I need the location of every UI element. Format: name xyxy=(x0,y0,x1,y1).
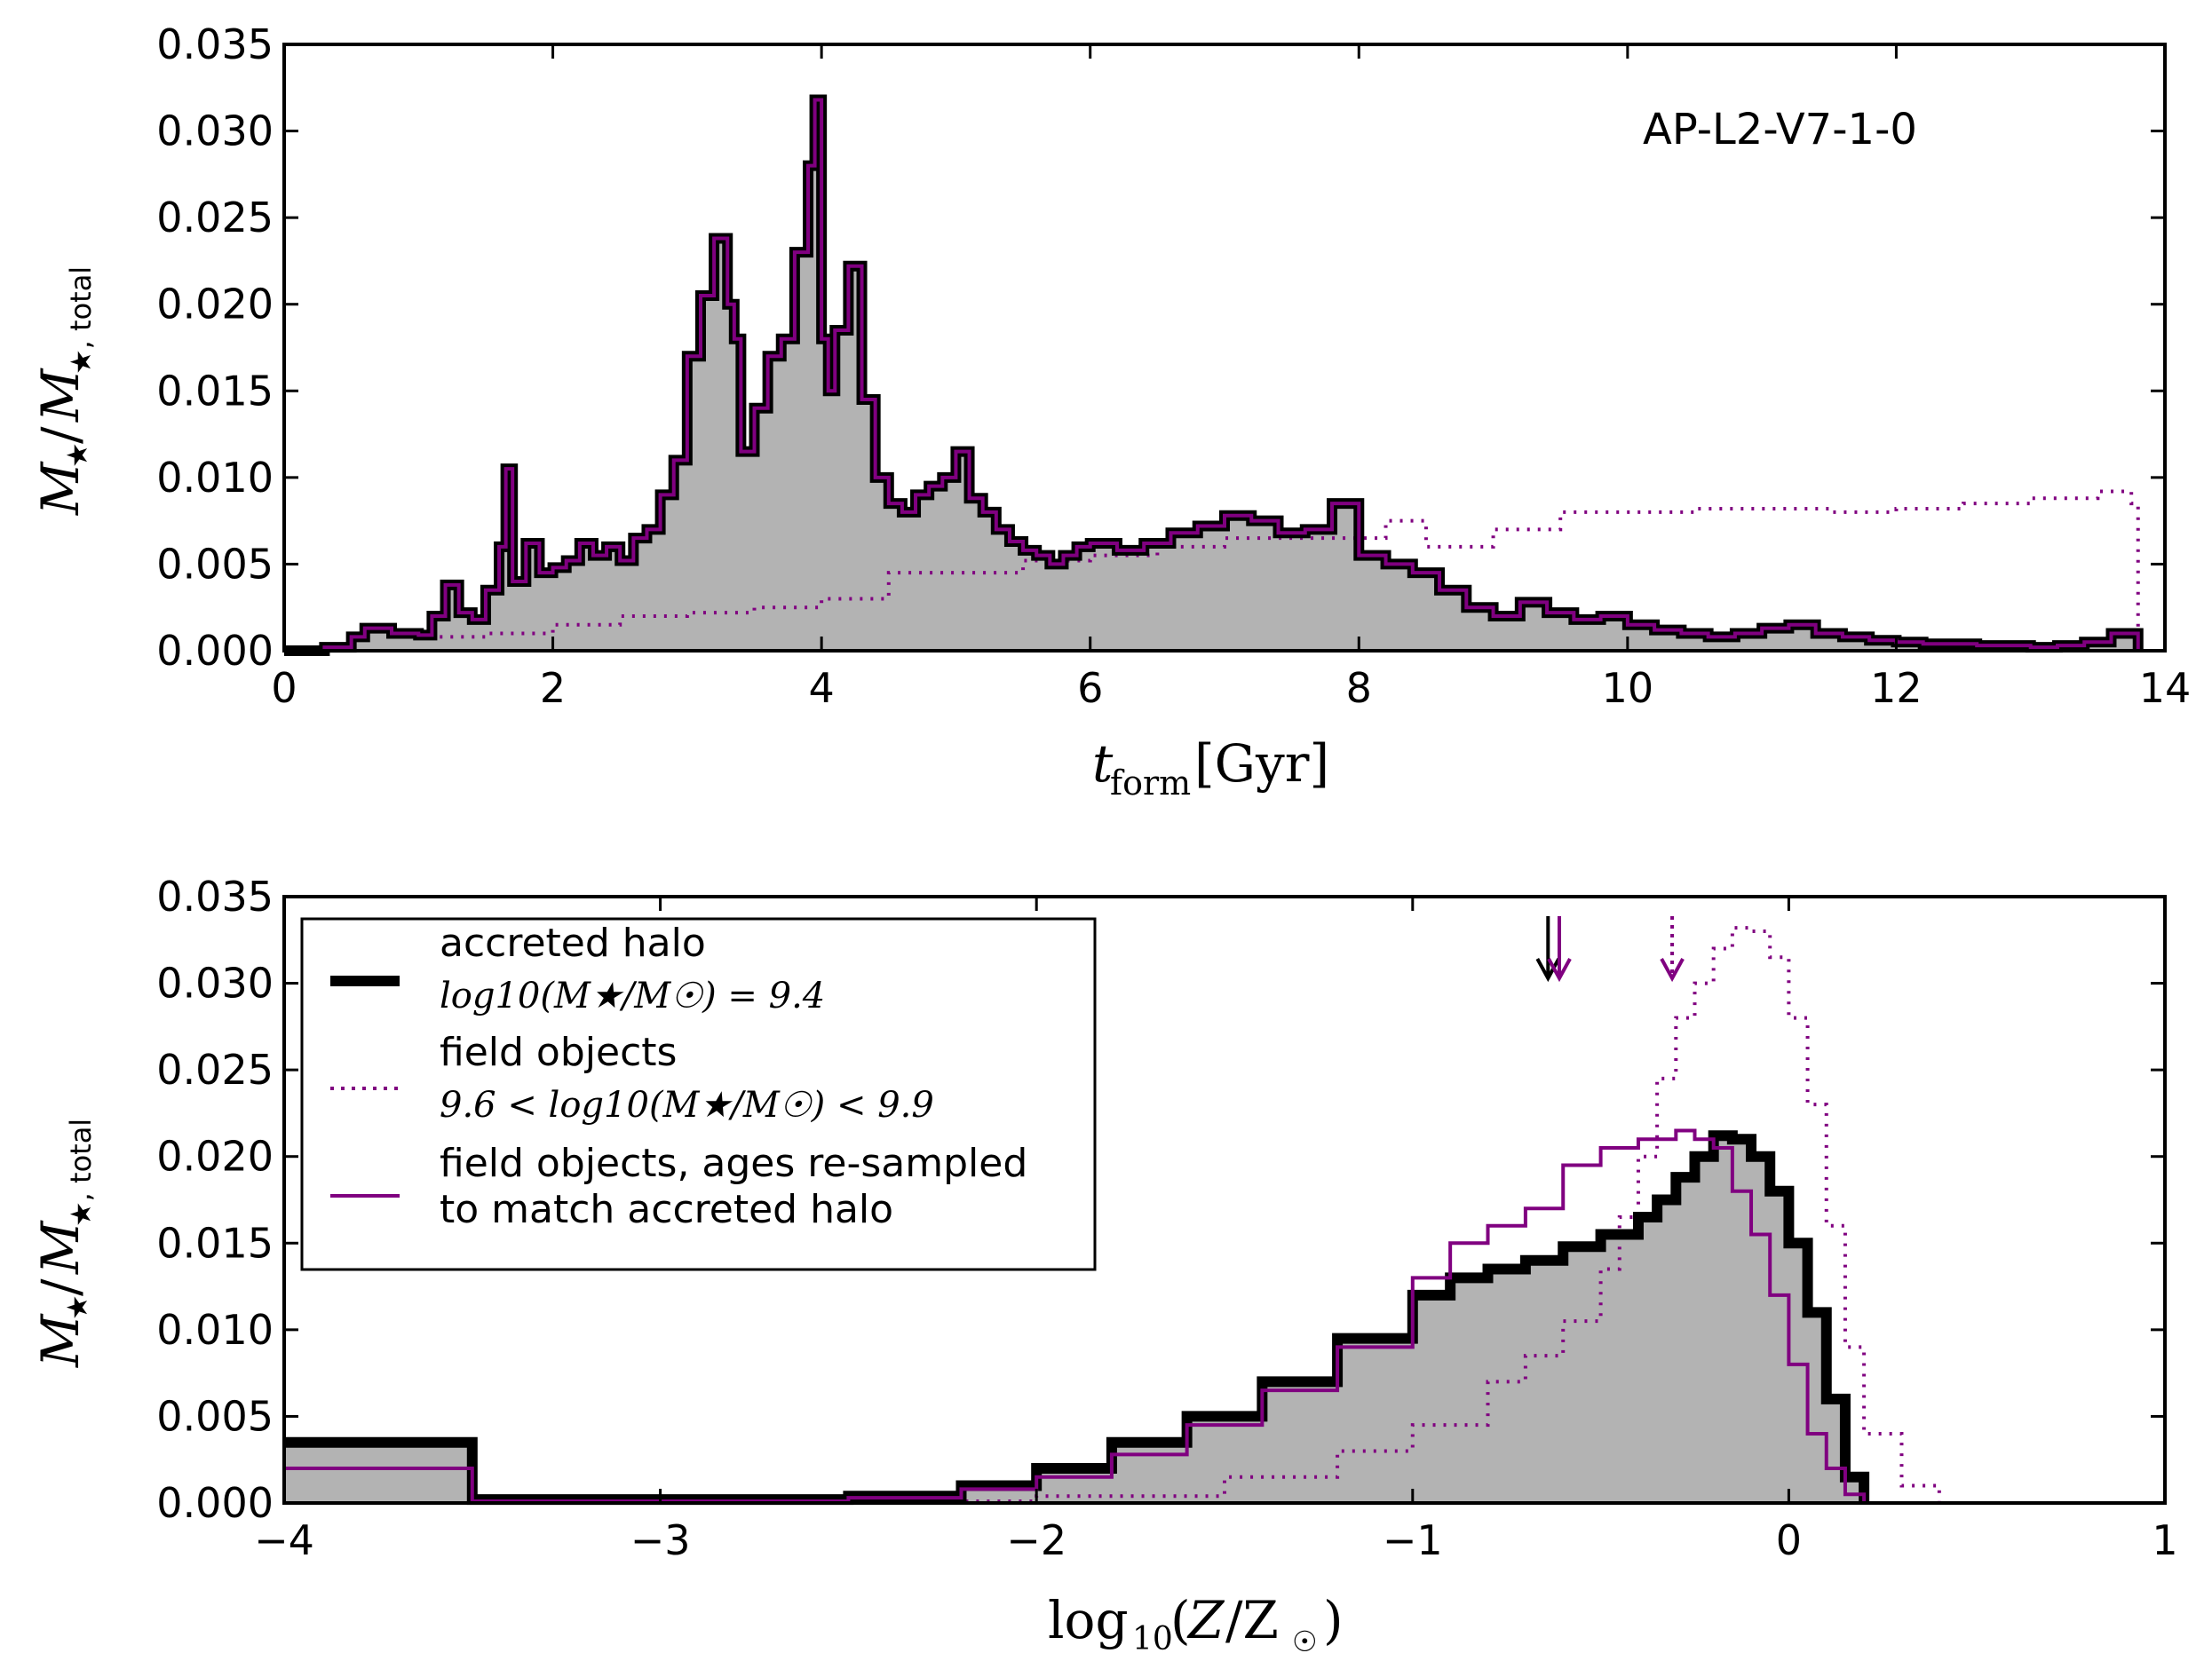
bottom-xtick-label: 0 xyxy=(1776,1516,1802,1564)
top-xtick-label: 2 xyxy=(540,664,566,712)
top-annotation: AP-L2-V7-1-0 xyxy=(1643,105,1917,154)
legend-label-accreted: accreted halo xyxy=(440,921,706,966)
svg-text:10: 10 xyxy=(1132,1621,1173,1657)
bottom-xtick-label: −4 xyxy=(254,1516,314,1564)
top-axes-frame xyxy=(282,43,2167,653)
bottom-ytick-label: 0.035 xyxy=(156,873,274,921)
median-arrowhead-2 xyxy=(1660,958,1685,983)
bottom-xlabel: log 10 ( Z /Z ☉ ) xyxy=(1048,1590,1344,1658)
median-arrowhead-1 xyxy=(1547,958,1572,983)
svg-text:): ) xyxy=(1323,1590,1344,1650)
top-ytick-label: 0.010 xyxy=(156,454,274,502)
legend: accreted halo log10(M★/M☉) = 9.4 field o… xyxy=(300,917,1097,1271)
top-ytick-label: 0.030 xyxy=(156,107,274,155)
bottom-xtick-label: −3 xyxy=(630,1516,691,1564)
panel-bottom-metallicity: −4 −3 −2 −1 0 1 0.000 0.005 0.010 0.015 0.020 0.025… xyxy=(30,873,2178,1658)
svg-text:t: t xyxy=(1092,733,1114,794)
bottom-resampled-line xyxy=(284,1128,1867,1504)
bottom-accreted-fill xyxy=(284,1135,1865,1503)
median-markers xyxy=(1535,916,1685,983)
bottom-ytick-label: 0.020 xyxy=(156,1133,274,1181)
top-ytick-label: 0.015 xyxy=(156,367,274,415)
top-ticks-layer: 0 2 4 6 8 10 12 14 0.000 0.005 0.010 0.015 0.020 0.02… xyxy=(156,20,2191,712)
top-resampled-line xyxy=(284,98,2140,653)
top-series-layer xyxy=(284,94,2144,656)
top-xtick-label: 6 xyxy=(1077,664,1103,712)
bottom-axes-frame xyxy=(282,895,2167,1505)
svg-text:★: ★ xyxy=(60,442,94,468)
top-xtick-label: 12 xyxy=(1870,664,1923,712)
svg-text:★, total: ★, total xyxy=(64,266,98,375)
bottom-ylabel: M ★ / M ★, total xyxy=(30,1119,98,1368)
top-xtick-label: 0 xyxy=(271,664,297,712)
top-ytick-label: 0.005 xyxy=(156,540,274,588)
bottom-ticks-layer: −4 −3 −2 −1 0 1 0.000 0.005 0.010 0.015 0.020 0.025… xyxy=(156,873,2177,1564)
bottom-field-dotted-line xyxy=(848,926,1941,1504)
bottom-ytick-label: 0.005 xyxy=(156,1392,274,1440)
bottom-xtick-label: −1 xyxy=(1383,1516,1443,1564)
bottom-ytick-label: 0.015 xyxy=(156,1219,274,1267)
median-arrowhead-0 xyxy=(1535,958,1561,983)
svg-text:M: M xyxy=(30,1220,91,1275)
legend-label-resampled: field objects, ages re-sampled xyxy=(440,1141,1027,1186)
svg-text:/Z: /Z xyxy=(1225,1590,1279,1650)
svg-text:Z: Z xyxy=(1186,1590,1225,1650)
legend-box xyxy=(300,917,1097,1271)
svg-text:M: M xyxy=(30,1313,91,1368)
svg-text:M: M xyxy=(30,368,91,423)
legend-sublabel-resampled: to match accreted halo xyxy=(440,1187,893,1232)
legend-sublabel-accreted: log10(M★/M☉) = 9.4 xyxy=(440,976,825,1016)
bottom-ytick-label: 0.010 xyxy=(156,1306,274,1354)
top-xtick-label: 10 xyxy=(1602,664,1654,712)
bottom-accreted-line xyxy=(284,1130,1870,1506)
top-ytick-label: 0.025 xyxy=(156,194,274,241)
top-ytick-label: 0.035 xyxy=(156,20,274,68)
panel-top-formation-time: 0 2 4 6 8 10 12 14 0.000 0.005 0.010 0.015 0.020 0.02… xyxy=(30,20,2191,803)
bottom-ytick-label: 0.000 xyxy=(156,1479,274,1527)
svg-text:log: log xyxy=(1048,1590,1129,1650)
top-xtick-label: 8 xyxy=(1346,664,1372,712)
svg-text:[Gyr]: [Gyr] xyxy=(1194,733,1329,794)
top-xtick-label: 14 xyxy=(2139,664,2192,712)
legend-sublabel-field: 9.6 < log10(M★/M☉) < 9.9 xyxy=(440,1085,934,1126)
top-xtick-label: 4 xyxy=(809,664,835,712)
top-xlabel: t form [Gyr] xyxy=(1092,733,1329,803)
svg-text:★, total: ★, total xyxy=(64,1119,98,1227)
bottom-xtick-label: 1 xyxy=(2152,1516,2177,1564)
svg-text:☉: ☉ xyxy=(1292,1625,1318,1658)
top-ylabel: M ★ / M ★, total xyxy=(30,266,98,516)
svg-text:/: / xyxy=(30,1278,91,1296)
bottom-ytick-label: 0.030 xyxy=(156,960,274,1008)
svg-text:/: / xyxy=(30,426,91,444)
legend-label-field: field objects xyxy=(440,1030,677,1075)
svg-text:form: form xyxy=(1110,763,1191,803)
top-ytick-label: 0.020 xyxy=(156,281,274,328)
svg-text:M: M xyxy=(30,461,91,516)
bottom-ytick-label: 0.025 xyxy=(156,1046,274,1094)
bottom-series-layer xyxy=(284,926,1941,1506)
top-ytick-label: 0.000 xyxy=(156,627,274,675)
bottom-xtick-label: −2 xyxy=(1006,1516,1066,1564)
top-accreted-fill xyxy=(284,99,2138,651)
svg-text:(: ( xyxy=(1170,1590,1191,1650)
svg-text:★: ★ xyxy=(60,1294,94,1320)
